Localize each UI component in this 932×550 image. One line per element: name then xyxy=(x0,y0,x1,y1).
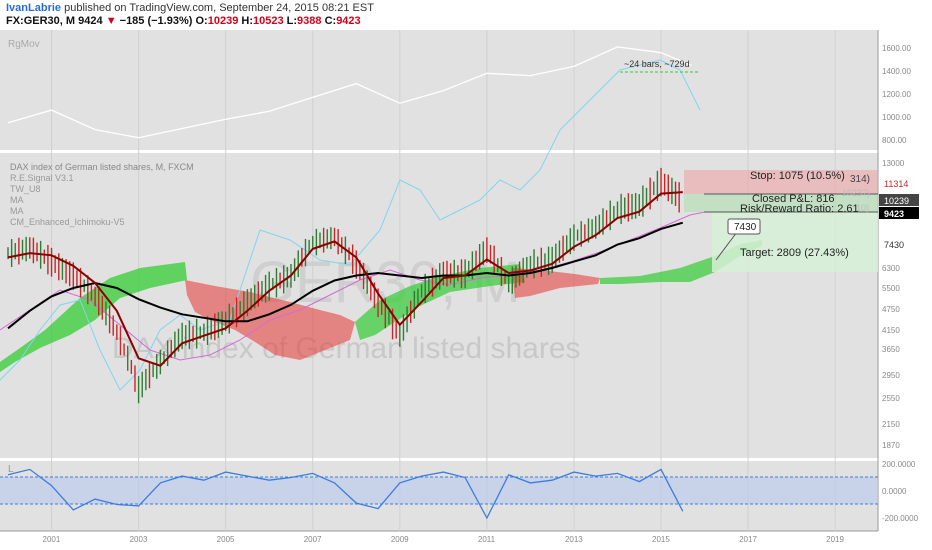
rgmov-line xyxy=(7,46,692,139)
indicator-legend[interactable]: DAX index of German listed shares, M, FX… xyxy=(10,162,194,227)
price-tick: 3650 xyxy=(882,345,900,354)
open-level-tag: 10239 xyxy=(884,196,909,206)
price-tick: 6300 xyxy=(882,264,900,273)
close-level-tag: 9423 xyxy=(884,209,904,219)
callout-text: 7430 xyxy=(734,222,757,233)
close-value: 9423 xyxy=(336,15,361,27)
last-price: 9424 xyxy=(78,15,103,27)
close-label: C: xyxy=(324,15,337,27)
hidden-value-2: 10) xyxy=(856,203,869,213)
price-axis[interactable] xyxy=(878,30,932,531)
high-label: H: xyxy=(241,15,253,27)
price-bars xyxy=(7,167,680,404)
publish-text: published on TradingView.com, September … xyxy=(64,2,374,14)
stop-text: Stop: 1075 (10.5%) xyxy=(750,170,845,182)
time-axis-ticks: 2001 2003 2005 2007 2009 2011 2013 2015 2017 2019 xyxy=(43,535,845,544)
symbol-label[interactable]: FX:GER30, M xyxy=(6,15,76,27)
target-level-tag: 7430 xyxy=(884,240,904,250)
time-tick: 2015 xyxy=(652,535,670,544)
price-change: −185 (−1.93%) xyxy=(119,15,193,27)
sma-slow-line xyxy=(7,221,684,330)
stop-level-tag: 11314 xyxy=(884,179,908,189)
open-value: 10239 xyxy=(207,15,239,27)
price-tick: 4150 xyxy=(882,326,900,335)
price-tick: 2150 xyxy=(882,420,900,429)
author-link[interactable]: IvanLabrie xyxy=(6,2,62,14)
oscillator-label: L xyxy=(8,464,14,475)
time-axis[interactable] xyxy=(0,531,932,550)
rgmov-tick: 1200.00 xyxy=(882,90,911,99)
stop-tag-bg xyxy=(879,177,919,189)
time-tick: 2013 xyxy=(565,535,583,544)
legend-item[interactable]: MA xyxy=(10,195,24,205)
legend-item[interactable]: CM_Enhanced_Ichimoku-V5 xyxy=(10,217,125,227)
oscillator-line xyxy=(7,468,684,520)
osc-band xyxy=(0,477,878,504)
price-tick: 2550 xyxy=(882,394,900,403)
measure-text: ~24 bars, ~729d xyxy=(624,59,690,69)
high-value: 10523 xyxy=(252,15,284,27)
cloud-bull-2 xyxy=(355,264,525,340)
stop-extra-text: 314) xyxy=(850,174,870,185)
osc-tick: 200.0000 xyxy=(882,460,916,469)
tw-u8-line xyxy=(0,59,701,391)
low-value: 9388 xyxy=(297,15,322,27)
short-position-tool[interactable]: Stop: 1075 (10.5%) 314) Closed P&L: 816 … xyxy=(684,170,878,272)
sma-fast-line xyxy=(7,191,683,367)
time-tick: 2003 xyxy=(130,535,148,544)
legend-item[interactable]: DAX index of German listed shares, M, FX… xyxy=(10,162,194,172)
time-tick: 2001 xyxy=(43,535,61,544)
price-tick: 13000 xyxy=(882,159,905,168)
target-text: Target: 2809 (27.43%) xyxy=(740,247,849,259)
symbol-bar: FX:GER30, M 9424 ▼ −185 (−1.93%) O:10239… xyxy=(6,15,361,27)
close-tag-bg xyxy=(879,207,919,219)
down-arrow-icon: ▼ xyxy=(105,15,117,27)
pnl-text: Closed P&L: 816 xyxy=(752,193,835,205)
chart-area[interactable]: GER30, M DAX index of German listed shar… xyxy=(0,30,932,550)
time-tick: 2007 xyxy=(304,535,322,544)
open-tag-bg xyxy=(879,194,919,206)
low-label: L: xyxy=(286,15,298,27)
price-tick: 2950 xyxy=(882,371,900,380)
cloud-bull-1 xyxy=(0,262,187,372)
price-tick: 1870 xyxy=(882,441,900,450)
magenta-line xyxy=(0,211,706,361)
price-tags: 11314 10239 9423 7430 xyxy=(879,177,919,250)
rgmov-pane xyxy=(0,30,878,150)
hidden-value-1: 10237) xyxy=(842,188,870,198)
rgmov-tick: 1600.00 xyxy=(882,44,911,53)
stop-zone xyxy=(684,170,878,194)
open-label: O: xyxy=(195,15,208,27)
time-tick: 2009 xyxy=(391,535,409,544)
time-tick: 2017 xyxy=(739,535,757,544)
time-tick: 2011 xyxy=(478,535,496,544)
osc-tick: 0.0000 xyxy=(882,487,907,496)
time-tick: 2019 xyxy=(826,535,844,544)
callout-box xyxy=(727,218,761,235)
osc-tick: -200.0000 xyxy=(882,514,919,523)
price-axis-ticks: 1600.00 1400.00 1200.00 1000.00 800.00 13000 6… xyxy=(882,44,919,523)
legend-item[interactable]: TW_U8 xyxy=(10,184,41,194)
rr-text: Risk/Reward Ratio: 2.61 xyxy=(740,203,859,215)
price-tick: 5500 xyxy=(882,284,900,293)
price-tick: 4750 xyxy=(882,305,900,314)
time-tick: 2005 xyxy=(217,535,235,544)
legend-item[interactable]: R.E.Signal V3.1 xyxy=(10,173,74,183)
publish-info: IvanLabrie published on TradingView.com,… xyxy=(6,2,374,14)
rgmov-tick: 800.00 xyxy=(882,136,907,145)
pnl-zone xyxy=(684,194,878,212)
rgmov-tick: 1400.00 xyxy=(882,67,911,76)
rgmov-label: RgMov xyxy=(8,39,40,50)
legend-item[interactable]: MA xyxy=(10,206,24,216)
rgmov-tick: 1000.00 xyxy=(882,113,911,122)
